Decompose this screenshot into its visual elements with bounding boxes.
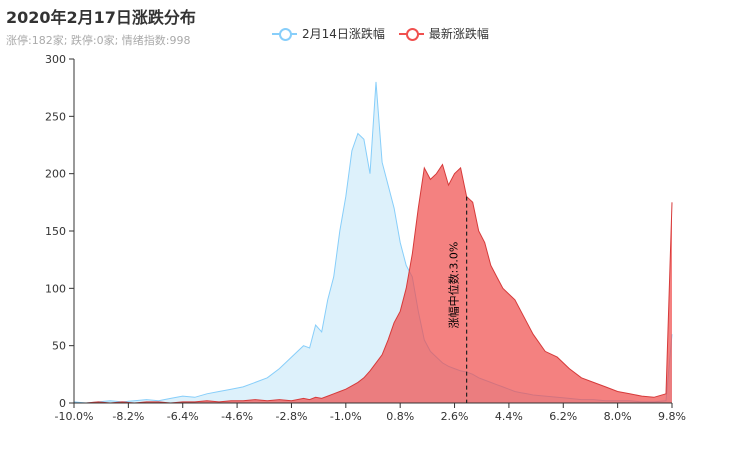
y-tick-label: 150	[45, 225, 66, 238]
series-area-0	[74, 81, 672, 404]
chart-title: 2020年2月17日涨跌分布	[6, 8, 196, 27]
legend-marker-icon	[398, 27, 424, 41]
y-tick-label: 50	[52, 340, 66, 353]
x-tick-label: 9.8%	[658, 410, 686, 423]
y-tick-label: 300	[45, 53, 66, 66]
legend: 2月14日涨跌幅 最新涨跌幅	[272, 25, 489, 42]
median-label: 涨幅中位数:3.0%	[447, 242, 461, 329]
x-tick-label: 2.6%	[441, 410, 469, 423]
legend-item-series-b[interactable]: 最新涨跌幅	[398, 25, 489, 42]
series-line-1	[74, 163, 673, 404]
x-tick-label: -4.6%	[221, 410, 253, 423]
x-tick-label: -8.2%	[112, 410, 144, 423]
x-tick-label: -1.0%	[330, 410, 362, 423]
legend-item-series-a[interactable]: 2月14日涨跌幅	[272, 25, 385, 42]
legend-label-series-a: 2月14日涨跌幅	[302, 27, 385, 41]
y-tick-label: 0	[59, 397, 66, 410]
x-tick-label: 0.8%	[386, 410, 414, 423]
x-tick-label: -6.4%	[167, 410, 199, 423]
x-tick-label: -10.0%	[55, 410, 94, 423]
legend-label-series-b: 最新涨跌幅	[428, 27, 489, 41]
y-tick-label: 200	[45, 168, 66, 181]
y-tick-label: 250	[45, 110, 66, 123]
x-tick-label: 8.0%	[604, 410, 632, 423]
series-area-1	[74, 164, 672, 403]
y-tick-label: 100	[45, 282, 66, 295]
x-tick-label: 4.4%	[495, 410, 523, 423]
legend-marker-icon	[272, 27, 297, 41]
chart-subtitle: 涨停:182家; 跌停:0家; 情绪指数:998	[6, 34, 191, 47]
x-tick-label: 6.2%	[549, 410, 577, 423]
x-tick-label: -2.8%	[275, 410, 307, 423]
